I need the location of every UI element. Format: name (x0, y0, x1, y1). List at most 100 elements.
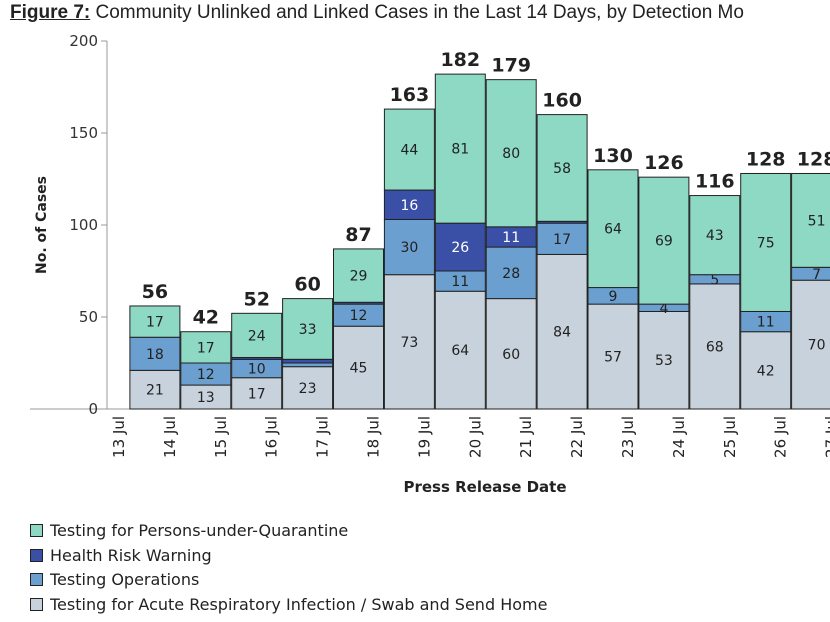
bar-segment (791, 279, 830, 410)
bar-segment (282, 362, 334, 368)
bar-stack: 60 28 11 80 179 (485, 55, 537, 410)
bar-segment (791, 266, 830, 281)
bar-segment (333, 248, 384, 303)
segment-value-label: 11 (757, 315, 775, 331)
segment-value-label: 12 (197, 367, 215, 383)
x-axis-title: Press Release Date (403, 478, 566, 496)
segment-value-label: 75 (757, 235, 775, 251)
bar-segment (791, 172, 830, 268)
bar-segment (638, 310, 690, 410)
bar-segment (740, 172, 792, 312)
segment-value-label: 10 (248, 362, 266, 378)
y-ticks: 0 50 100 150 200 (69, 32, 107, 418)
legend-swatch (30, 523, 43, 537)
bar-segment (282, 366, 334, 410)
y-tick-label: 150 (69, 124, 98, 142)
x-tick-label: 15 Jul (212, 416, 230, 458)
bar-total-label: 128 (746, 148, 786, 170)
y-tick-label: 50 (79, 308, 98, 326)
bar-segment (282, 358, 334, 364)
segment-value-label: 44 (400, 143, 418, 159)
x-tick-label: 17 Jul (314, 416, 332, 458)
bar-total-label: 60 (294, 274, 320, 296)
bar-segment (383, 108, 435, 191)
segment-value-label: 42 (757, 363, 775, 379)
x-tick-label: 19 Jul (415, 416, 433, 458)
legend-item: Health Risk Warning (30, 543, 547, 568)
bar-stack: 53 4 69 126 (638, 152, 690, 410)
segment-value-label: 45 (350, 361, 368, 377)
figure-title-text: Community Unlinked and Linked Cases in t… (90, 2, 744, 23)
segment-value-label: 73 (400, 335, 418, 351)
segment-value-label: 57 (604, 350, 622, 366)
segment-value-label: 68 (706, 339, 724, 355)
segment-value-label: 24 (248, 328, 266, 344)
bar-segment (587, 303, 639, 410)
figure-title: Figure 7: Community Unlinked and Linked … (10, 2, 744, 24)
legend-item: Testing Operations (30, 567, 547, 592)
bar-stack: 42 11 75 128 (740, 148, 792, 410)
legend-swatch (30, 597, 43, 611)
bar-segment (333, 325, 384, 410)
x-tick-labels: 13 Jul 14 Jul 15 Jul 16 Jul 17 Jul 18 Jul 19 J… (110, 416, 830, 458)
legend-label: Health Risk Warning (50, 545, 212, 565)
bar-segment (638, 176, 690, 305)
x-tick-label: 23 Jul (619, 416, 637, 458)
y-axis-title: No. of Cases (34, 176, 50, 274)
bar-total-label: 56 (142, 281, 168, 303)
bar-stack: 17 10 24 52 (231, 288, 283, 410)
legend-label: Testing for Acute Respiratory Infection … (50, 594, 548, 614)
segment-value-label: 11 (451, 274, 469, 290)
segment-value-label: 70 (808, 338, 826, 354)
bar-segment (536, 114, 588, 222)
segment-value-label: 29 (350, 269, 368, 285)
bar-stack: 73 30 16 44 163 (383, 84, 435, 410)
segment-value-label: 84 (553, 325, 571, 341)
segment-value-label: 51 (808, 213, 826, 229)
bar-segment (485, 79, 537, 228)
x-tick-label: 26 Jul (772, 416, 790, 458)
legend-item: Testing for Acute Respiratory Infection … (30, 592, 547, 617)
bar-segment (536, 253, 588, 410)
bar-total-label: 87 (345, 224, 371, 246)
legend-label: Testing Operations (50, 570, 200, 590)
bar-stack: 13 12 17 42 (180, 307, 232, 410)
bar-stack: 64 11 26 81 182 (434, 49, 486, 410)
bar-total-label: 182 (440, 49, 480, 71)
legend-item: Testing for Persons-under-Quarantine (30, 518, 547, 543)
segment-value-label: 30 (400, 240, 418, 256)
bar-segment (485, 298, 537, 410)
bar-stack: 84 17 58 160 (536, 90, 588, 410)
bar-total-label: 52 (243, 288, 269, 310)
bar-total-label: 126 (644, 152, 684, 174)
bar-segment (536, 222, 588, 255)
segment-value-label: 16 (400, 198, 418, 214)
bar-segment (180, 331, 232, 364)
bar-segment (129, 305, 181, 338)
segment-value-label: 33 (299, 322, 317, 338)
segment-value-label: 81 (451, 142, 469, 158)
bar-segment (587, 169, 639, 289)
x-tick-label: 20 Jul (466, 416, 484, 458)
segment-value-label: 69 (655, 234, 673, 250)
x-tick-label: 18 Jul (365, 416, 383, 458)
y-tick-label: 200 (69, 32, 98, 50)
x-tick-label: 27 Jul (823, 416, 830, 458)
segment-value-label: 53 (655, 353, 673, 369)
bar-stack: 23 33 60 (282, 274, 334, 410)
bar-segment (383, 274, 435, 410)
bar-stack: 57 9 64 130 (587, 145, 639, 410)
y-tick-label: 0 (88, 400, 98, 418)
bar-stack: 70 7 51 128 (791, 148, 830, 410)
segment-value-label: 60 (502, 347, 520, 363)
segment-value-label: 23 (299, 381, 317, 397)
x-tick-label: 21 Jul (517, 416, 535, 458)
segment-value-label: 80 (502, 146, 520, 162)
bar-segment (689, 195, 741, 276)
segment-value-label: 17 (553, 232, 571, 248)
segment-value-label: 17 (248, 386, 266, 402)
x-tick-label: 24 Jul (670, 416, 688, 458)
bar-segment (231, 312, 283, 358)
bar-segment (383, 218, 435, 276)
